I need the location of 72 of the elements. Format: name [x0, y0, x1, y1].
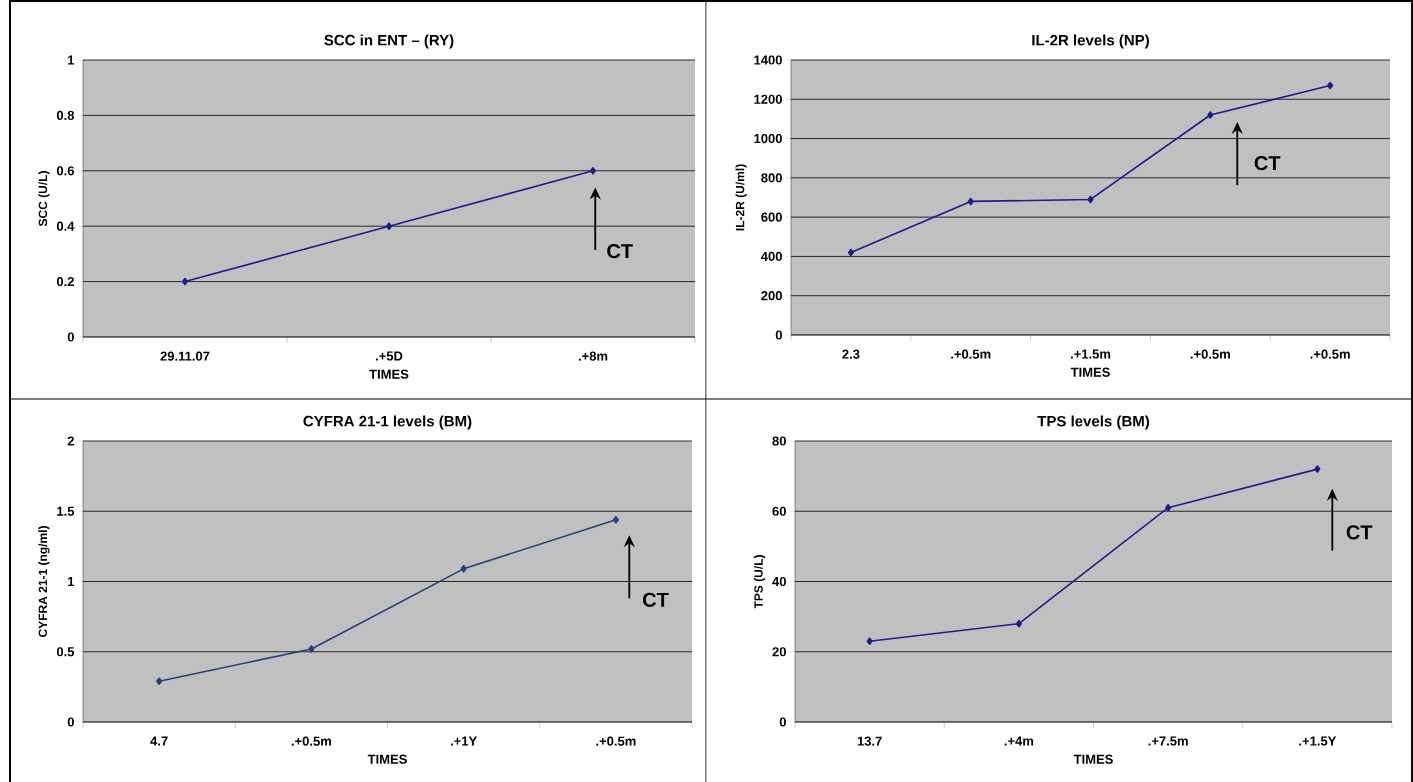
point [967, 197, 974, 206]
x-tick-label: 29.11.07 [160, 351, 210, 361]
point [156, 677, 163, 686]
point [181, 277, 189, 286]
x-tick-label: .+1.5m [1070, 349, 1111, 359]
x-axis-title: TIMES [367, 754, 407, 764]
x-tick-label: .+4m [1004, 736, 1034, 746]
y-tick-label: 0.5 [56, 647, 75, 657]
x-axis-title: TIMES [1070, 367, 1110, 377]
y-tick-label: 1.5 [57, 506, 75, 516]
point [1015, 619, 1022, 628]
y-tick-label: 0 [67, 332, 74, 342]
y-tick-label: 1400 [754, 55, 782, 65]
x-tick-label: .+0.5m [951, 349, 991, 359]
y-tick-label: 20 [772, 647, 786, 657]
y-tick-label: 0.6 [56, 166, 74, 176]
x-tick-label: 13.7 [857, 736, 882, 746]
y-tick-label: 60 [772, 506, 786, 516]
y-tick-label: 0.8 [56, 110, 75, 120]
chart-title: SCC in ENT – (RY) [324, 34, 454, 49]
x-tick-label: 2.3 [842, 349, 860, 359]
point [308, 645, 315, 653]
y-tick-label: 1 [68, 577, 75, 586]
x-tick-label: .+1Y [450, 736, 477, 746]
x-tick-label: .+1.5Y [1299, 736, 1337, 746]
y-tick-label: 400 [760, 251, 782, 262]
x-tick-label: .+8m [578, 351, 608, 361]
y-tick-label: 0 [775, 330, 782, 340]
x-tick-label: .+0.5m [291, 736, 331, 746]
y-axis-title: CYFRA 21-1 (ng/ml) [38, 526, 50, 638]
point [847, 248, 854, 257]
y-tick-label: 200 [761, 291, 782, 301]
y-tick-label: 800 [761, 173, 782, 183]
point [1207, 111, 1214, 119]
y-tick-label: 2 [67, 436, 74, 446]
y-axis-title: SCC (U/L) [38, 171, 50, 227]
annotation: CT [642, 592, 669, 607]
point [866, 637, 873, 646]
point [460, 565, 467, 573]
annotation: CT [1346, 525, 1373, 540]
chart-title: CYFRA 21-1 levels (BM) [303, 415, 472, 430]
y-tick-label: 1000 [754, 133, 782, 144]
y-tick-label: 0.2 [56, 276, 74, 287]
x-tick-label: .+0.5m [1190, 349, 1230, 359]
y-tick-label: 1 [68, 55, 75, 65]
x-axis-title: TIMES [1073, 754, 1113, 764]
y-tick-label: 40 [772, 576, 786, 587]
x-tick-label: 4.7 [150, 736, 168, 746]
point [385, 222, 393, 230]
point [1314, 465, 1321, 473]
point [589, 166, 597, 175]
y-axis-title: IL-2R (U/ml) [735, 164, 747, 231]
x-tick-label: .+0.5m [596, 736, 636, 746]
chart-title: IL-2R levels (NP) [1032, 34, 1149, 49]
annotation: CT [1254, 156, 1281, 171]
y-tick-label: 80 [772, 436, 786, 446]
point [1087, 195, 1094, 204]
y-tick-label: 1200 [754, 94, 782, 104]
y-tick-label: 0 [67, 717, 74, 727]
y-tick-label: 0.4 [56, 221, 75, 231]
point [1327, 81, 1334, 90]
x-tick-label: .+7.5m [1148, 736, 1188, 746]
y-tick-label: 600 [761, 212, 782, 222]
chart-title: TPS levels (BM) [1037, 415, 1150, 430]
point [1165, 503, 1172, 512]
point [612, 515, 619, 524]
y-tick-label: 0 [779, 717, 786, 727]
x-tick-label: .+0.5m [1310, 349, 1350, 359]
x-axis-title: TIMES [369, 369, 409, 379]
x-tick-label: .+5D [375, 351, 403, 361]
y-axis-title: TPS (U/L) [753, 555, 766, 609]
annotation: CT [607, 244, 633, 259]
